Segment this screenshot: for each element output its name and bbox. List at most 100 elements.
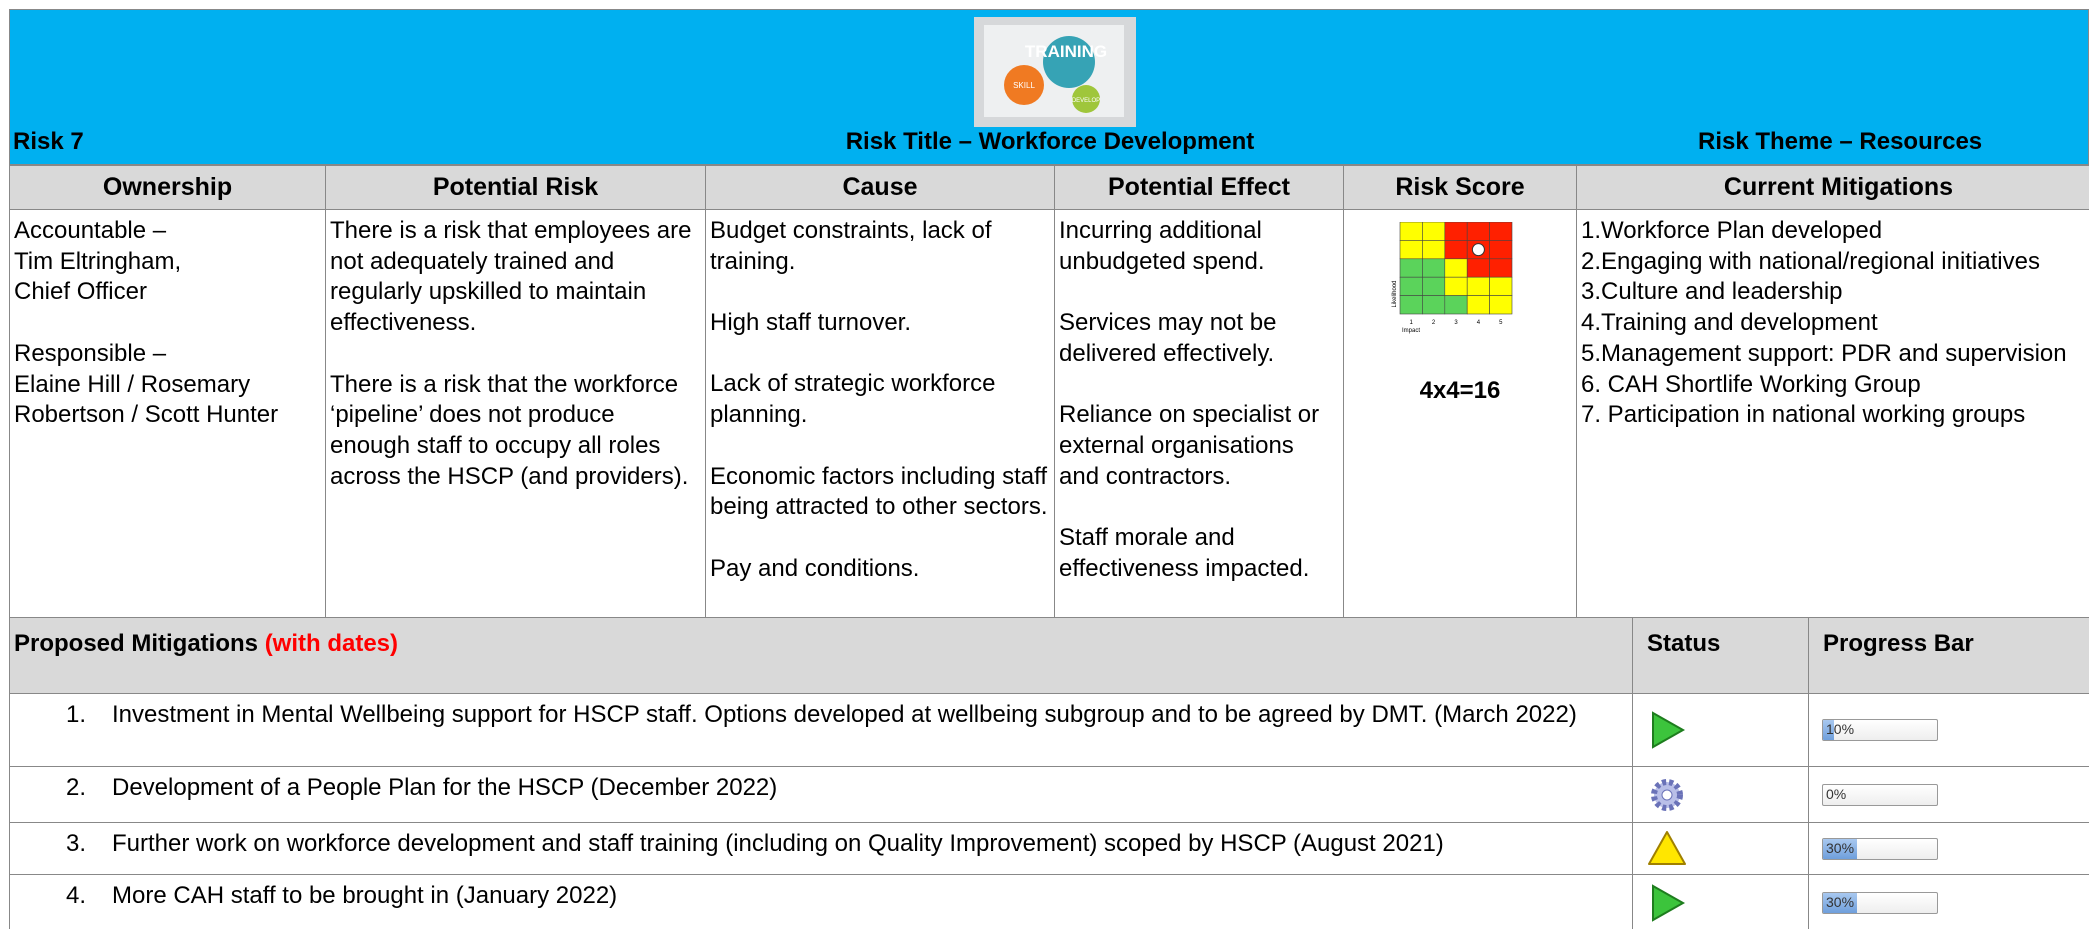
table-cell: There is a risk that employees are not a…	[325, 209, 706, 618]
cause-text: Pay and conditions.	[710, 554, 920, 582]
progress-cell: 30%	[1808, 874, 2089, 929]
matrix-cell	[1466, 222, 1490, 241]
matrix-tick: 3	[1454, 320, 1458, 326]
potential-effect-text: Staff morale and effectiveness impacted.	[1059, 523, 1310, 582]
progress-label: 10%	[1826, 721, 1855, 737]
matrix-cell	[1399, 258, 1423, 278]
mitigation-item: 4.Training and development	[1581, 309, 1878, 337]
progress-cell: 10%	[1808, 693, 2089, 767]
mitigation-item: 7. Participation in national working gro…	[1581, 401, 2026, 429]
status-cell	[1632, 874, 1809, 929]
column-header: Potential Risk	[325, 165, 706, 210]
progress-cell: 0%	[1808, 766, 2089, 823]
column-header: Cause	[705, 165, 1055, 210]
matrix-axis-label: Impact	[1402, 328, 1420, 334]
proposed-row: 1. Investment in Mental Wellbeing support…	[9, 693, 1633, 767]
proposed-row: 4. More CAH staff to be brought in (Janua…	[9, 874, 1633, 929]
status-icon	[1652, 711, 1686, 749]
matrix-cell	[1466, 258, 1490, 278]
play-icon	[1652, 711, 1686, 749]
logo-text: TRAINING	[1025, 42, 1107, 61]
progress-cell: 30%	[1808, 822, 2089, 875]
mitigation-item: 5.Management support: PDR and supervisio…	[1581, 339, 2067, 367]
matrix-cell	[1444, 240, 1468, 260]
proposed-header: Proposed Mitigations (with dates)	[9, 617, 1633, 694]
logo-text: SKILL	[1013, 81, 1035, 90]
proposed-row: 2. Development of a People Plan for the H…	[9, 766, 1633, 823]
matrix-cell	[1399, 276, 1423, 296]
row-number: 4.	[65, 882, 86, 909]
status-icon	[1651, 778, 1683, 811]
risk-id: Risk 7	[13, 128, 84, 155]
progress-header: Progress Bar	[1808, 617, 2089, 694]
progress-label: 30%	[1826, 893, 1855, 910]
row-text: More CAH staff to be brought in (January…	[112, 882, 618, 909]
row-text: Development of a People Plan for the HSC…	[112, 774, 778, 801]
column-header: Ownership	[9, 165, 326, 210]
progress-bar: 10%	[1822, 719, 1938, 741]
ownership-line: Accountable –	[14, 217, 167, 244]
matrix-cell	[1489, 258, 1513, 278]
cause-text: High staff turnover.	[710, 309, 911, 337]
row-text: Investment in Mental Wellbeing support f…	[112, 701, 1577, 728]
proposed-row: 3. Further work on workforce development …	[9, 822, 1633, 875]
row-number: 3.	[65, 830, 86, 857]
matrix-cell	[1489, 240, 1513, 260]
column-header: Risk Score	[1343, 165, 1577, 210]
proposed-title: Proposed Mitigations	[14, 630, 259, 657]
risk-theme: Risk Theme – Resources	[1698, 128, 1983, 155]
table-cell: 1.Workforce Plan developed 2.Engaging wit…	[1576, 209, 2089, 618]
matrix-tick: 1	[1410, 320, 1414, 326]
table-cell: Accountable – Tim Eltringham, Chief Office…	[9, 209, 326, 618]
matrix-cell	[1444, 295, 1468, 315]
status-cell	[1632, 766, 1809, 823]
status-cell	[1632, 693, 1809, 767]
potential-risk-text: There is a risk that the workforce ‘pipe…	[330, 370, 689, 490]
matrix-cell	[1422, 240, 1446, 260]
matrix-cell	[1466, 276, 1490, 296]
matrix-cell	[1422, 276, 1446, 296]
potential-effect-text: Reliance on specialist or external organ…	[1059, 401, 1320, 490]
matrix-cell	[1422, 258, 1446, 278]
matrix-cell	[1422, 222, 1446, 241]
potential-risk-text: There is a risk that employees are not a…	[330, 217, 692, 337]
table-cell: Budget constraints, lack of training. Hig…	[705, 209, 1055, 618]
proposed-note: (with dates)	[264, 630, 399, 657]
mitigation-item: 2.Engaging with national/regional initia…	[1581, 247, 2040, 275]
progress-bar: 0%	[1822, 783, 1938, 806]
matrix-cell	[1399, 222, 1423, 241]
mitigation-item: 3.Culture and leadership	[1581, 278, 1843, 306]
cause-text: Budget constraints, lack of training.	[710, 217, 992, 275]
row-number: 2.	[65, 774, 86, 801]
matrix-axis-label: Likelihood	[1392, 280, 1398, 307]
matrix-cell	[1489, 222, 1513, 241]
row-number: 1.	[65, 701, 86, 728]
matrix-cell	[1444, 258, 1468, 278]
cause-text: Lack of strategic workforce planning.	[710, 370, 996, 429]
progress-label: 0%	[1826, 785, 1847, 802]
matrix-tick: 2	[1432, 320, 1436, 326]
matrix-cell	[1444, 222, 1468, 241]
matrix-cell	[1489, 276, 1513, 296]
progress-bar: 30%	[1822, 891, 1938, 914]
matrix-cell	[1444, 276, 1468, 296]
table-cell: Incurring additional unbudgeted spend. Se…	[1054, 209, 1344, 618]
cause-text: Economic factors including staff being a…	[710, 462, 1048, 521]
progress-fill	[1823, 720, 1835, 740]
row-text: Further work on workforce development an…	[112, 830, 1444, 857]
progress-label: 30%	[1826, 839, 1855, 856]
ownership-line: Tim Eltringham,	[14, 247, 182, 275]
gear-hole	[1661, 789, 1673, 800]
ownership-line: Chief Officer	[14, 278, 147, 306]
ownership-line: Elaine Hill / Rosemary Robertson / Scott…	[14, 370, 279, 429]
column-header: Potential Effect	[1054, 165, 1344, 210]
progress-fill	[1823, 892, 1858, 913]
status-cell	[1632, 822, 1809, 875]
matrix-cell	[1422, 295, 1446, 315]
play-icon	[1652, 883, 1686, 922]
table-cell: Likelihood 1 2 3 4 5 Impact 4x4=16	[1343, 209, 1577, 618]
matrix-marker	[1471, 243, 1485, 257]
potential-effect-text: Services may not be delivered effectivel…	[1059, 309, 1277, 367]
mitigation-item: 6. CAH Shortlife Working Group	[1581, 370, 1921, 398]
